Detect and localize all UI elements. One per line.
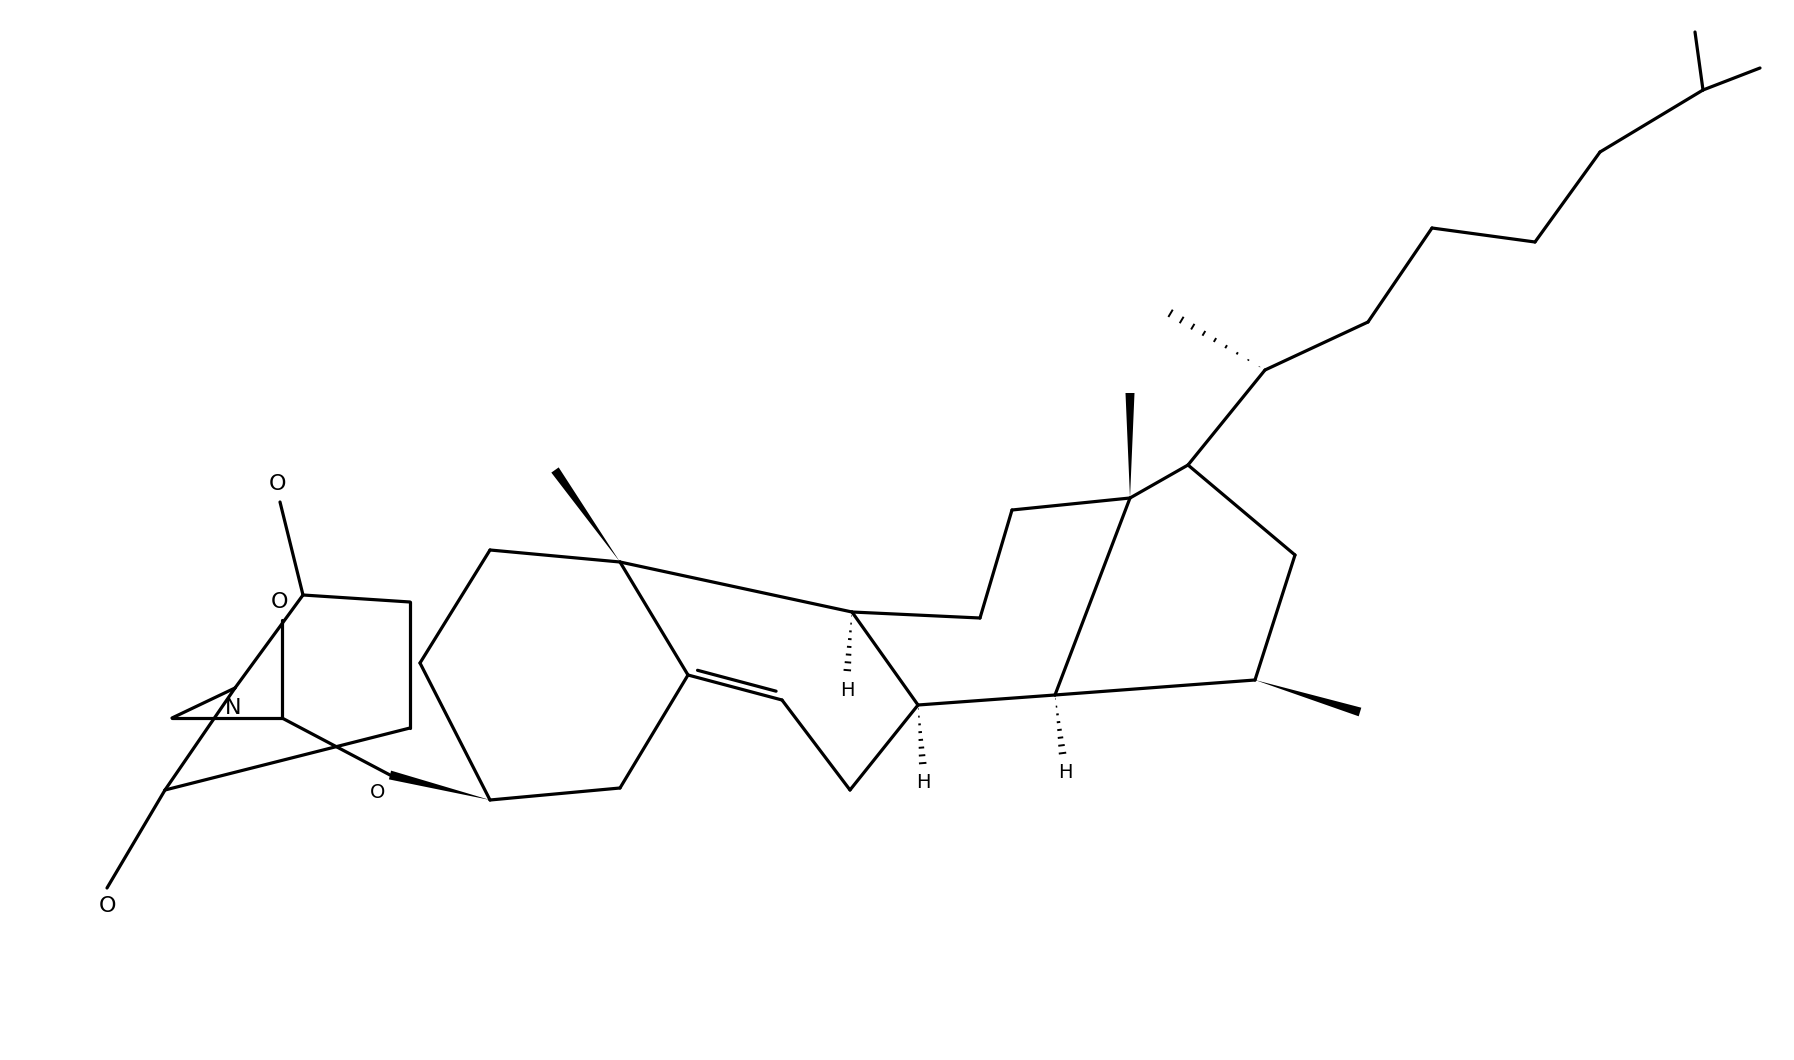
Text: N: N <box>224 697 240 718</box>
Text: O: O <box>269 474 287 494</box>
Text: O: O <box>370 783 386 802</box>
Polygon shape <box>1125 393 1134 498</box>
Text: H: H <box>1058 763 1073 782</box>
Polygon shape <box>551 467 621 562</box>
Text: H: H <box>915 774 931 793</box>
Polygon shape <box>389 771 490 800</box>
Polygon shape <box>1256 681 1362 717</box>
Text: H: H <box>840 681 854 700</box>
Text: O: O <box>99 896 117 916</box>
Text: O: O <box>271 591 289 612</box>
